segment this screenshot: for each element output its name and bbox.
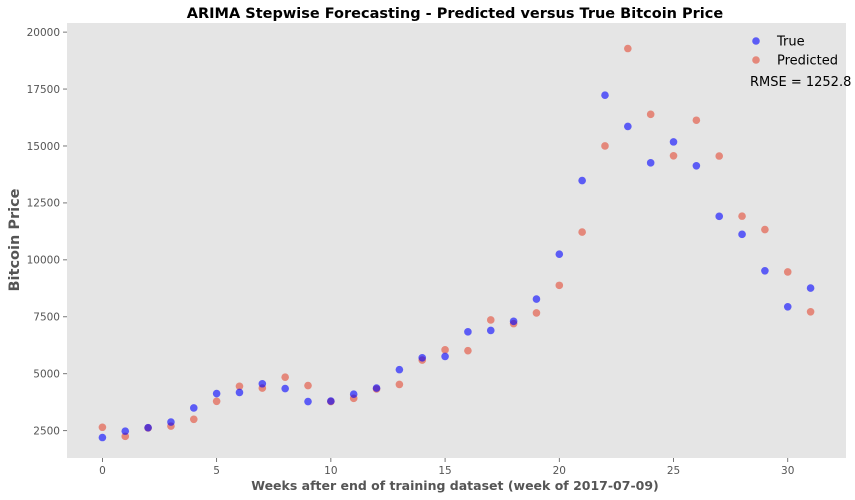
predicted-point: [601, 142, 609, 150]
true-point: [167, 418, 175, 426]
true-point: [418, 353, 427, 362]
true-point: [532, 295, 541, 303]
x-axis-label: Weeks after end of training dataset (wee…: [251, 478, 659, 493]
predicted-point: [555, 281, 564, 290]
predicted-point: [486, 316, 495, 324]
predicted-point: [121, 432, 130, 441]
predicted-point: [441, 346, 449, 354]
predicted-point: [761, 225, 769, 234]
y-tick-label: 17500: [27, 84, 60, 96]
true-point: [144, 423, 152, 432]
true-point: [806, 284, 815, 292]
predicted-point: [578, 228, 586, 236]
y-tick-label: 12500: [27, 198, 60, 210]
plot-area: [67, 23, 846, 458]
true-point: [441, 352, 449, 361]
x-tick-label: 25: [667, 465, 680, 477]
y-axis-label: Bitcoin Price: [7, 188, 23, 291]
data-points: [98, 44, 815, 442]
predicted-point: [304, 381, 312, 390]
predicted-point: [692, 116, 701, 125]
predicted-point: [235, 382, 244, 391]
y-tick-label: 10000: [27, 255, 60, 267]
x-tick-label: 5: [213, 465, 220, 477]
predicted-point: [395, 380, 404, 389]
true-point: [624, 122, 632, 131]
x-tick-label: 20: [553, 465, 566, 477]
legend-label-true: True: [776, 35, 805, 50]
x-tick-label: 30: [781, 465, 794, 477]
x-axis-ticks: 0 5 10 15 20 25 30: [99, 458, 794, 477]
legend-marker-true: [752, 37, 760, 45]
true-point: [372, 384, 381, 392]
x-tick-label: 15: [438, 465, 451, 477]
predicted-point: [715, 152, 724, 160]
true-point: [235, 388, 244, 397]
true-point: [281, 384, 289, 393]
y-tick-label: 7500: [33, 312, 60, 324]
true-point: [692, 161, 701, 170]
true-point: [98, 433, 107, 442]
y-axis-ticks: 2500 5000 7500 10000 12500 15000 17500 20000: [27, 27, 67, 437]
true-point: [464, 328, 472, 336]
true-point: [601, 91, 609, 99]
y-tick-label: 20000: [27, 27, 60, 39]
true-point: [395, 365, 404, 374]
true-point: [327, 397, 335, 405]
rmse-annotation: RMSE = 1252.8: [750, 75, 851, 90]
true-point: [258, 379, 267, 388]
predicted-point: [212, 397, 221, 406]
predicted-point: [806, 307, 815, 316]
legend-label-predicted: Predicted: [777, 54, 838, 69]
true-point: [761, 266, 769, 275]
true-point: [555, 250, 564, 258]
true-point: [509, 317, 518, 326]
true-point: [669, 138, 678, 146]
predicted-point: [98, 423, 107, 432]
predicted-point: [783, 268, 792, 276]
y-tick-label: 5000: [33, 369, 60, 381]
true-point: [349, 390, 358, 399]
predicted-point: [646, 110, 655, 119]
x-tick-label: 10: [324, 465, 337, 477]
y-tick-label: 15000: [27, 141, 60, 153]
predicted-point: [532, 309, 541, 317]
predicted-point: [189, 415, 198, 424]
true-point: [578, 176, 586, 185]
legend-marker-predicted: [752, 56, 760, 64]
predicted-point: [281, 373, 289, 381]
x-tick-label: 0: [99, 465, 106, 477]
predicted-point: [464, 346, 472, 355]
true-point: [212, 389, 221, 398]
true-point: [486, 326, 495, 335]
true-point: [715, 212, 724, 221]
predicted-point: [624, 44, 632, 53]
true-point: [646, 159, 655, 167]
true-point: [783, 302, 792, 311]
chart-title: ARIMA Stepwise Forecasting - Predicted v…: [187, 6, 724, 22]
predicted-point: [738, 212, 746, 220]
true-point: [189, 404, 198, 412]
y-tick-label: 2500: [33, 425, 60, 437]
legend: True Predicted: [752, 35, 838, 69]
true-point: [304, 397, 312, 406]
true-point: [738, 230, 746, 239]
predicted-point: [669, 151, 678, 160]
true-point: [121, 427, 130, 435]
